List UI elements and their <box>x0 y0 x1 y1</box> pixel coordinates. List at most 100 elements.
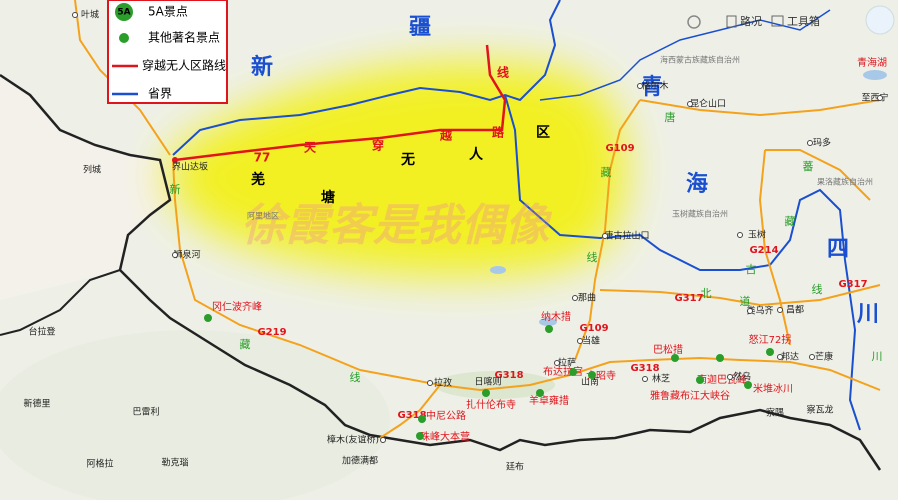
road-marker: 藏 <box>240 338 251 351</box>
region-label: 川 <box>856 302 879 327</box>
attraction-label: 羊卓雍措 <box>529 394 569 407</box>
road-marker: 川 <box>872 350 883 363</box>
province-border <box>172 0 561 156</box>
area-label: 人 <box>469 146 484 163</box>
legend-label: 省界 <box>148 87 172 101</box>
place-label: 拉孜 <box>434 377 452 389</box>
district-label: 海西蒙古族藏族自治州 <box>660 55 740 65</box>
town-dot <box>602 233 608 239</box>
watermark: 徐霞客是我偶像 <box>241 200 553 251</box>
road <box>599 284 881 307</box>
province-border <box>504 94 861 431</box>
route-label: 穿 <box>372 138 384 153</box>
town-dot <box>807 140 813 146</box>
legend-badge: 5A <box>117 8 130 18</box>
place-label: 阿格拉 <box>86 458 113 470</box>
legend-label: 穿越无人区路线 <box>142 58 226 73</box>
road-marker: 古 <box>746 263 757 276</box>
place-label: 廷布 <box>506 461 524 473</box>
route-label: 路 <box>492 125 505 140</box>
place-label: 昌都 <box>786 305 804 316</box>
town-dot <box>737 232 743 238</box>
attraction-label: 米堆冰川 <box>753 382 793 395</box>
crossing-route <box>174 44 507 162</box>
road-name: G219 <box>257 327 286 338</box>
attraction-dot <box>744 381 752 389</box>
place-label: 玛多 <box>813 137 831 149</box>
attraction-dot <box>696 376 704 384</box>
place-label: 叶城 <box>81 10 99 21</box>
road-marker: 蕃 <box>803 160 814 173</box>
region-label: 新 <box>251 54 273 80</box>
lake <box>539 318 557 326</box>
route-label: 天 <box>304 141 317 155</box>
road <box>574 99 641 361</box>
place-label: 台拉登 <box>28 326 55 338</box>
district-label: 玉树藏族自治州 <box>672 209 728 219</box>
region-label: 疆 <box>409 15 431 40</box>
avatar[interactable] <box>865 5 895 35</box>
town-dot <box>809 354 815 360</box>
town-dot <box>572 295 578 301</box>
place-label: 那曲 <box>578 293 596 304</box>
attraction-dot <box>418 415 426 423</box>
area-label: 区 <box>536 125 550 141</box>
road <box>172 159 881 392</box>
region-label: 海 <box>686 171 708 197</box>
attraction-label: 纳木措 <box>541 310 571 323</box>
legend-badge-icon <box>115 3 133 21</box>
town-dot <box>727 374 733 380</box>
town-dot <box>747 308 753 314</box>
town-dot <box>777 354 783 360</box>
place-label: 类乌齐 <box>746 305 773 317</box>
town-dot <box>427 380 433 386</box>
attraction-label: 珠峰大本营 <box>420 430 470 443</box>
road-name: G317 <box>674 293 703 304</box>
place-label: 至西宁 <box>861 92 888 104</box>
region-label: 四 <box>827 237 849 262</box>
attraction-label: 扎什伦布寺 <box>466 398 516 411</box>
place-label: 格尔木 <box>641 80 668 92</box>
road-marker: 藏 <box>601 166 612 179</box>
attraction-dot <box>588 371 596 379</box>
road <box>639 99 881 117</box>
road-marker: 唐 <box>665 110 676 124</box>
town-dot <box>877 95 883 101</box>
road <box>758 149 791 346</box>
traffic-icon <box>726 15 737 28</box>
place-label: 玉树 <box>748 229 766 241</box>
district-label: 果洛藏族自治州 <box>817 177 873 187</box>
road <box>379 384 441 439</box>
place-label: 巴雷利 <box>132 406 159 418</box>
attraction-dot <box>766 348 774 356</box>
attraction-label: 中尼公路 <box>426 409 466 422</box>
traffic-button[interactable]: 路况 <box>740 15 762 28</box>
town-dot <box>577 338 583 344</box>
attraction-dot <box>482 389 490 397</box>
place-label: 拉萨 <box>558 357 576 369</box>
road-name: G318 <box>630 363 659 374</box>
place-label: 然乌 <box>733 371 751 383</box>
place-label: 樟木(友谊桥) <box>327 434 379 446</box>
toolbox-button[interactable]: 工具箱 <box>787 14 820 28</box>
toolbar: 路况 工具箱 <box>687 5 895 35</box>
road-marker: 藏 <box>785 215 796 228</box>
road-name: G109 <box>605 143 634 154</box>
national-border <box>0 269 121 336</box>
attraction-dot <box>536 389 544 397</box>
attraction-label: 青海湖 <box>857 56 887 69</box>
attraction-label: 怒江72拐 <box>749 333 792 346</box>
legend-label: 其他著名景点 <box>148 30 220 45</box>
place-label: 勒克瑙 <box>161 457 188 469</box>
place-label: 察瓦龙 <box>806 404 833 416</box>
town-dot <box>642 376 648 382</box>
place-label: 日喀则 <box>474 376 501 388</box>
road-marker: 线 <box>587 250 598 264</box>
lake <box>490 266 506 274</box>
town-dot <box>687 101 693 107</box>
road-marker: 道 <box>740 294 751 308</box>
road-marker: 线 <box>812 282 823 296</box>
